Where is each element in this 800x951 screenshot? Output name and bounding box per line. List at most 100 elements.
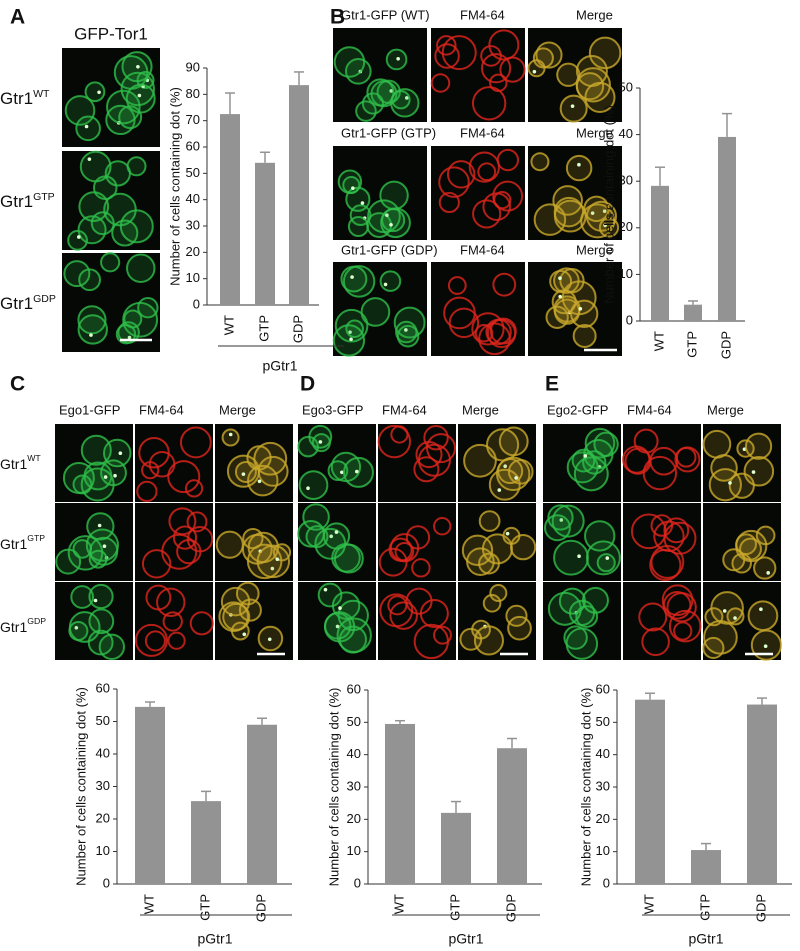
cell [641,627,670,657]
cell [90,211,115,236]
dot [241,472,246,476]
column-header: Merge [219,402,256,417]
cell [492,180,524,212]
column-header: FM4-64 [627,402,672,417]
cell [570,299,599,328]
cell [581,586,609,614]
bar [691,850,721,884]
y-axis-label: Number of cells containing dot (%) [578,688,593,887]
y-tick-label: 20 [596,811,610,826]
cell [430,73,451,93]
row-label-sup: GDP [27,616,46,626]
cell [446,160,476,189]
bar [747,704,777,884]
y-tick-label: 0 [603,875,610,890]
cell [563,625,588,650]
cell [322,522,351,550]
dot [334,530,339,534]
row-label: Gtr1GDP [0,616,46,634]
cell [473,625,505,656]
cell [547,504,574,531]
cell [63,260,91,288]
dot [766,571,770,575]
dot [602,209,607,214]
y-tick-label: 30 [619,173,633,188]
cell [663,517,690,544]
cell [387,595,408,616]
cell [461,534,494,567]
cell [221,428,240,447]
row-label-base: Gtr1 [0,619,27,635]
cell [156,587,186,618]
cell [88,583,114,610]
y-axis-label: Number of cells containing dot (%) [73,687,88,886]
row-label-base: Gtr1 [0,192,33,211]
cell [381,208,406,233]
y-tick-label: 30 [596,778,610,793]
x-tick-label: WT [141,894,156,914]
cell [649,548,682,582]
cell [342,456,374,488]
cell [661,584,694,616]
bar [684,304,702,321]
cell [434,43,460,69]
cell [583,195,610,223]
y-tick-label: 0 [193,296,200,311]
column-header: Merge [576,7,613,22]
cell [336,617,372,653]
cell [184,479,204,498]
dot [228,432,233,437]
y-axis-label: Number of cells containing dot (%) [167,87,182,286]
cell [668,609,702,643]
cell [186,526,214,553]
column-header: Ego3-GFP [302,402,363,417]
bar [220,114,240,305]
cell [88,549,108,569]
panel-label: A [10,6,25,29]
dot [558,276,562,281]
cell [486,318,517,349]
cell [355,100,377,122]
dot [76,235,81,239]
row-label: Gtr1WT [0,453,41,471]
cell [247,464,279,497]
cell [471,312,505,346]
cell [256,544,291,579]
cell [78,191,110,222]
row-label-base: Gtr1 [0,294,33,313]
dot [578,306,583,311]
micrograph [623,582,701,660]
x-tick-label: GDP [753,894,768,922]
x-tick-label: GDP [253,894,268,922]
dot [348,330,352,334]
cell [222,602,251,631]
cell [84,81,106,103]
cell [584,427,616,459]
dot [389,222,393,227]
cell [747,600,779,632]
cell [419,599,449,629]
column-header: Merge [576,242,613,257]
x-tick-label: GDP [503,894,518,922]
dot [306,486,310,491]
cell [593,431,619,457]
column-header: Merge [707,402,744,417]
x-tick-label: WT [391,894,406,914]
cell [117,321,140,344]
cell [167,631,186,650]
cell [433,517,452,536]
dot [404,328,408,332]
dot [396,56,400,61]
y-tick-label: 20 [619,219,633,234]
cell [633,428,659,454]
column-header: Gtr1-GFP (GTP) [341,125,436,140]
cell [144,630,166,652]
y-axis-label: Number of cells containing dot (%) [601,105,616,304]
column-header: Gtr1-GFP (GDP) [341,242,438,257]
row-label-sup: GTP [27,533,45,543]
cell [106,89,141,125]
dot [340,470,344,475]
column-header: FM4-64 [460,242,505,257]
y-tick-label: 20 [186,244,200,259]
